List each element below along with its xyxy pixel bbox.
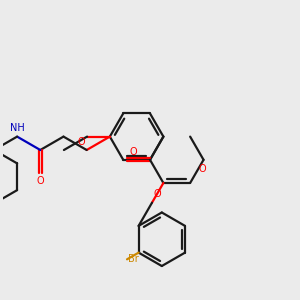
Text: O: O <box>130 147 137 157</box>
Text: O: O <box>153 190 161 200</box>
Text: O: O <box>198 164 206 174</box>
Text: Br: Br <box>128 254 139 264</box>
Text: O: O <box>37 176 44 186</box>
Text: NH: NH <box>10 123 25 134</box>
Text: O: O <box>78 137 85 147</box>
